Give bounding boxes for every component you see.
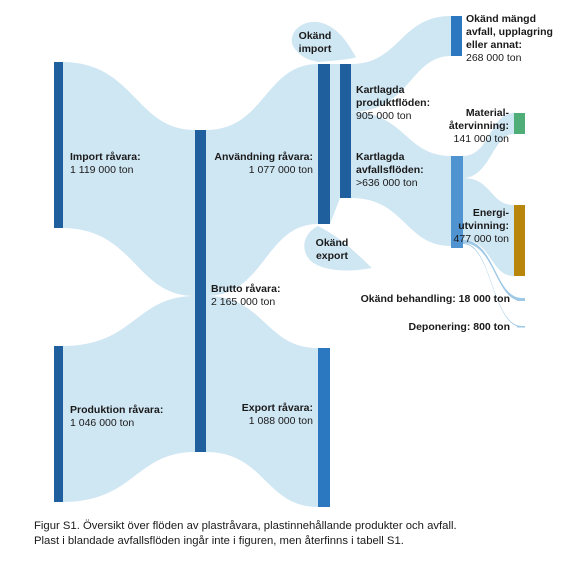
- label-material-value: 141 000 ton: [454, 133, 510, 145]
- label-anvandning-value: 1 077 000 ton: [249, 164, 313, 176]
- label-produktion-value: 1 046 000 ton: [70, 417, 134, 429]
- flow-anvandning-to-produktfloden: [330, 64, 340, 224]
- node-deponering: [517, 326, 525, 328]
- label-produktion-name: Produktion råvara:: [70, 404, 163, 416]
- flow-avfallsfloden-to-material: [463, 113, 514, 178]
- flow-produktfloden-to-okand-mangd: [351, 16, 451, 112]
- node-avfallsfloden: [451, 156, 463, 248]
- label-produktfloden-2: produktflöden:: [356, 97, 430, 109]
- nodes: [54, 16, 525, 507]
- node-produktion: [54, 346, 63, 502]
- label-export-value: 1 088 000 ton: [249, 415, 313, 427]
- label-produktfloden-1: Kartlagda: [356, 84, 405, 96]
- label-export-name: Export råvara:: [242, 402, 313, 414]
- caption-line-2: Plast i blandade avfallsflöden ingår int…: [34, 535, 404, 547]
- label-material-1: Material-: [466, 107, 510, 119]
- flow-brutto-to-anvandning: [206, 64, 318, 296]
- label-energi-value: 477 000 ton: [454, 233, 510, 245]
- label-energi-1: Energi-: [473, 207, 510, 219]
- label-energi-2: utvinning:: [458, 220, 509, 232]
- node-import: [54, 62, 63, 228]
- label-material-2: återvinning:: [449, 120, 509, 132]
- label-import-name: Import råvara:: [70, 151, 141, 163]
- node-brutto: [195, 130, 206, 452]
- label-produktfloden-value: 905 000 ton: [356, 110, 412, 122]
- label-okand-mangd-value: 268 000 ton: [466, 52, 522, 64]
- flow-brutto-to-export: [206, 296, 318, 507]
- label-okand-mangd-3: eller annat:: [466, 39, 522, 51]
- node-anvandning: [318, 64, 330, 224]
- label-anvandning-name: Användning råvara:: [214, 151, 313, 163]
- label-avfallsfloden-1: Kartlagda: [356, 151, 405, 163]
- label-okand-import-1: Okänd: [299, 30, 332, 42]
- label-okand-export-2: export: [316, 250, 349, 262]
- flow-okand-import: [291, 21, 356, 62]
- node-okand-behandling: [517, 298, 525, 301]
- node-export: [318, 348, 330, 507]
- flow-okand-export: [304, 226, 372, 271]
- figure-caption: Figur S1. Översikt över flöden av plastr…: [34, 519, 564, 549]
- label-okand-import-2: import: [299, 43, 332, 55]
- flow-produktfloden-to-avfallsfloden: [351, 112, 451, 246]
- label-okand-mangd-1: Okänd mängd: [466, 13, 536, 25]
- label-avfallsfloden-value: >636 000 ton: [356, 177, 418, 189]
- caption-line-1: Figur S1. Översikt över flöden av plastr…: [34, 520, 457, 532]
- flows: [62, 16, 522, 507]
- node-produktfloden: [340, 64, 351, 198]
- labels: Import råvara: 1 119 000 ton Produktion …: [70, 13, 553, 429]
- label-avfallsfloden-2: avfallsflöden:: [356, 164, 424, 176]
- label-okand-mangd-2: avfall, upplagring: [466, 26, 553, 38]
- label-brutto-name: Brutto råvara:: [211, 283, 280, 295]
- label-okand-export-1: Okänd: [316, 237, 349, 249]
- flow-import-to-brutto: [62, 62, 195, 296]
- label-okand-behandling: Okänd behandling: 18 000 ton: [361, 293, 510, 305]
- flow-avfallsfloden-to-energi: [463, 178, 514, 276]
- label-deponering: Deponering: 800 ton: [408, 321, 510, 333]
- flow-produktion-to-brutto: [62, 296, 195, 502]
- node-okand-mangd: [451, 16, 462, 56]
- node-energi: [514, 205, 525, 276]
- label-brutto-value: 2 165 000 ton: [211, 296, 275, 308]
- node-material: [514, 113, 525, 134]
- label-import-value: 1 119 000 ton: [70, 164, 134, 176]
